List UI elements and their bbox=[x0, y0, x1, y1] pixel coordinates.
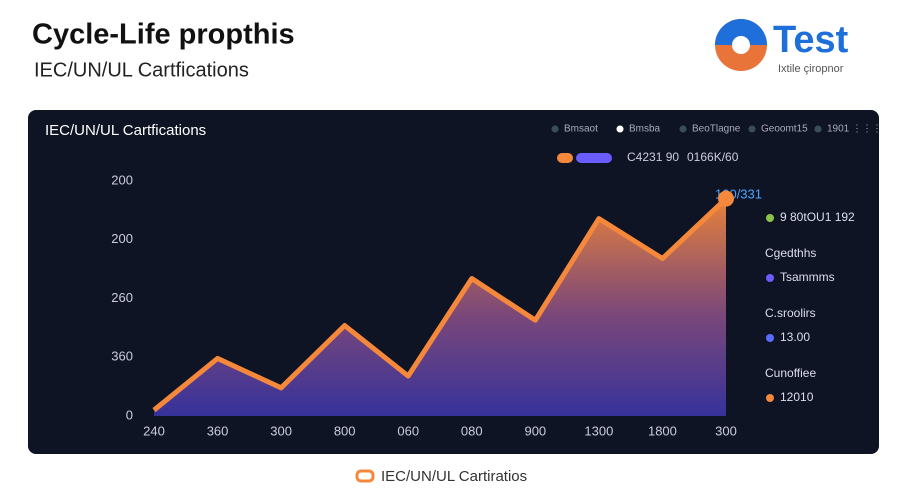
tab-dot bbox=[616, 125, 624, 133]
side-dot bbox=[766, 334, 774, 342]
tab-label: 1901 ⋮⋮⋮ bbox=[827, 124, 882, 135]
side-label: 9 80tOU1 192 bbox=[780, 210, 855, 224]
logo-icon bbox=[715, 19, 767, 71]
tab-label: BeoTlagne bbox=[692, 124, 741, 135]
side-dot bbox=[766, 274, 774, 282]
y-tick-label: 200 bbox=[111, 172, 133, 187]
side-label: Tsammms bbox=[780, 270, 835, 284]
side-heading: Cunoffiee bbox=[765, 366, 816, 380]
x-tick-label: 300 bbox=[270, 423, 292, 438]
y-tick-label: 260 bbox=[111, 290, 133, 305]
logo-name: Test bbox=[773, 19, 849, 61]
tab-dot bbox=[551, 125, 559, 133]
logo-tagline: Ixtile çiropnor bbox=[778, 63, 844, 75]
page-subtitle: IEC/UN/UL Cartfications bbox=[34, 59, 249, 81]
plot: 0 360 260 200 200 240 360 300 800 060 080 900 1300 18… bbox=[111, 172, 737, 438]
tab-dot bbox=[814, 125, 822, 133]
x-tick-label: 800 bbox=[334, 423, 356, 438]
tab-label: Geoomt15 bbox=[761, 124, 808, 135]
x-tick-label: 300 bbox=[715, 423, 737, 438]
x-tick-label: 1800 bbox=[648, 423, 677, 438]
x-tick-label: 060 bbox=[397, 423, 419, 438]
end-point bbox=[718, 190, 734, 207]
toggle-label: C4231 90 bbox=[627, 150, 679, 164]
side-heading: C.sroolirs bbox=[765, 306, 816, 320]
tab-label: Bmsba bbox=[629, 124, 661, 135]
tab-label: Bmsaot bbox=[564, 124, 598, 135]
x-tick-label: 080 bbox=[461, 423, 483, 438]
side-dot bbox=[766, 394, 774, 402]
x-tick-label: 240 bbox=[143, 423, 165, 438]
side-label: 13.00 bbox=[780, 330, 810, 344]
footer-label: IEC/UN/UL Cartiratios bbox=[381, 468, 527, 485]
x-tick-label: 1300 bbox=[584, 423, 613, 438]
side-dot bbox=[766, 214, 774, 222]
tab-dot bbox=[679, 125, 687, 133]
panel-title: IEC/UN/UL Cartfications bbox=[45, 122, 206, 139]
page-title: Cycle-Life propthis bbox=[32, 19, 295, 51]
x-tick-label: 360 bbox=[207, 423, 229, 438]
side-heading: Cgedthhs bbox=[765, 246, 816, 260]
x-tick-label: 900 bbox=[524, 423, 546, 438]
y-tick-label: 0 bbox=[126, 407, 133, 422]
y-tick-label: 360 bbox=[111, 349, 133, 364]
y-tick-label: 200 bbox=[111, 231, 133, 246]
toggle-label: 0166K/60 bbox=[687, 150, 739, 164]
tab-dot bbox=[748, 125, 756, 133]
area-line bbox=[152, 196, 728, 413]
side-label: 12010 bbox=[780, 390, 814, 404]
footer-icon bbox=[355, 469, 375, 483]
area-fill bbox=[154, 198, 726, 416]
toggle-pill bbox=[557, 153, 573, 163]
toggle-pill bbox=[576, 153, 612, 163]
